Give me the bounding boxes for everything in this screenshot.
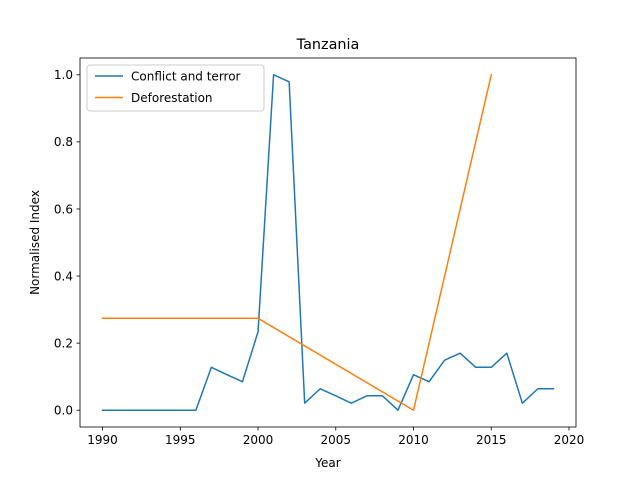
legend-label-deforestation: Deforestation: [131, 91, 213, 105]
y-tick-label: 0.4: [54, 269, 73, 283]
x-tick-label: 2010: [398, 433, 429, 447]
legend-label-conflict-and-terror: Conflict and terror: [131, 70, 241, 84]
legend-box: [86, 64, 265, 112]
y-tick-label: 0.2: [54, 336, 73, 350]
legend: Conflict and terror Deforestation: [86, 64, 265, 112]
y-tick-label: 0.0: [54, 404, 73, 418]
chart-title: Tanzania: [296, 37, 360, 53]
y-tick-label: 0.8: [54, 135, 73, 149]
y-tick-label: 0.6: [54, 202, 73, 216]
y-tick-label: 1.0: [54, 68, 73, 82]
x-tick-label: 2015: [476, 433, 507, 447]
y-axis-label: Normalised Index: [28, 190, 42, 295]
series-line-conflict-and-terror: [101, 74, 555, 411]
x-tick-label: 1990: [87, 433, 118, 447]
plot-frame: [79, 57, 577, 428]
x-tick-label: 2005: [321, 433, 352, 447]
x-tick-label: 2020: [554, 433, 585, 447]
x-tick-label: 1995: [165, 433, 196, 447]
series-line-deforestation: [101, 73, 493, 411]
x-axis-label: Year: [314, 456, 340, 470]
tick-layer: 1990 1995 2000 2005 2010 2015 2020 0.0 0.2 0.4 0.6…: [54, 68, 584, 447]
x-tick-label: 2000: [243, 433, 274, 447]
series-layer: [101, 73, 555, 411]
